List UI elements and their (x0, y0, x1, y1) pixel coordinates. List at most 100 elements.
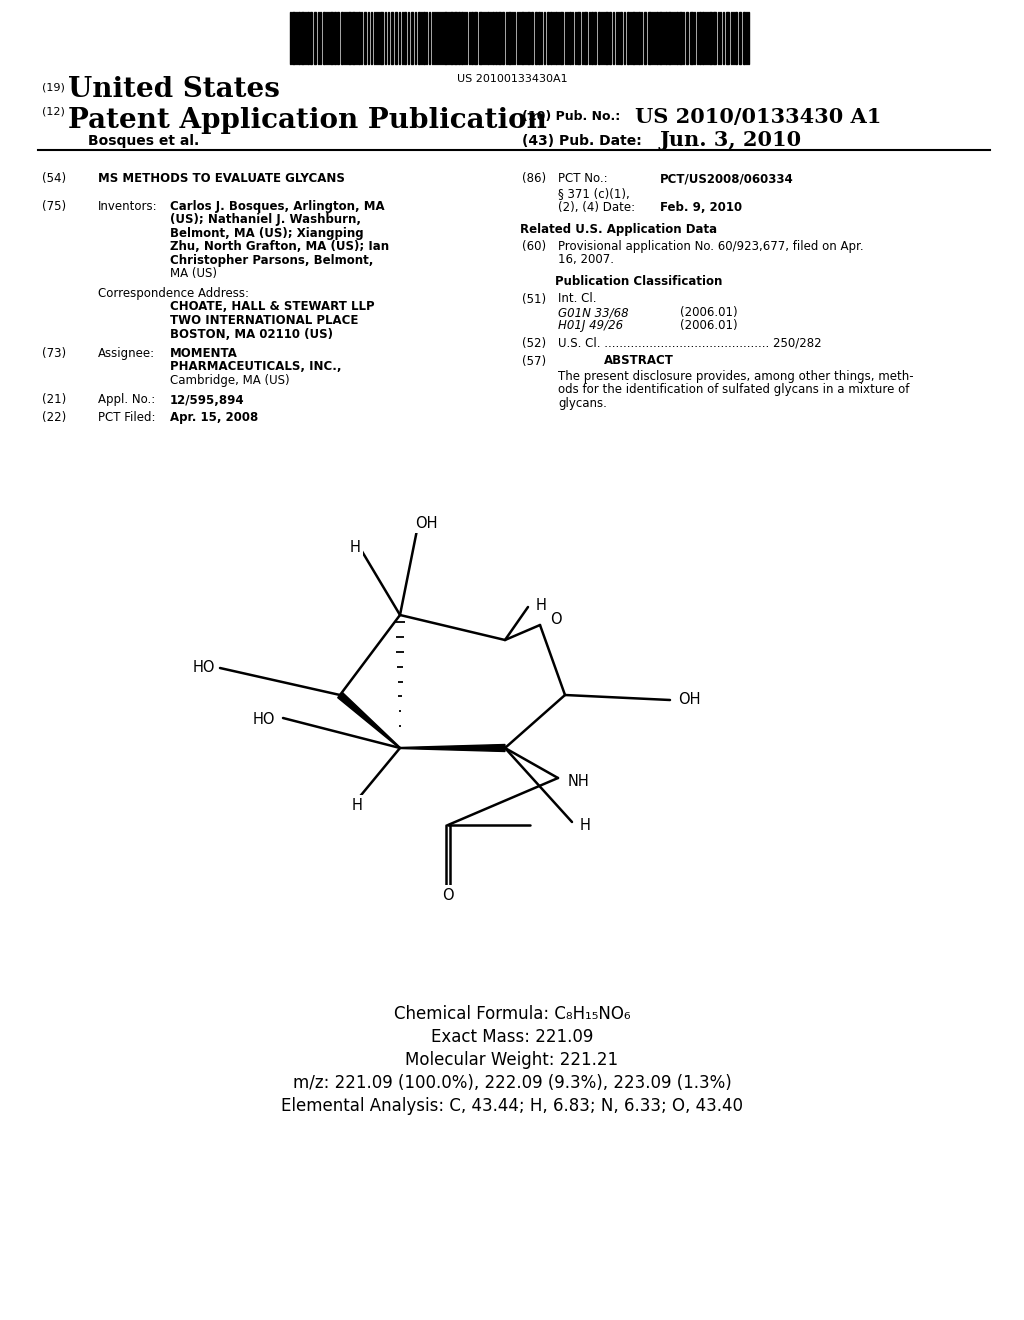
Text: 12/595,894: 12/595,894 (170, 393, 245, 407)
Text: PCT Filed:: PCT Filed: (98, 411, 156, 424)
Text: Provisional application No. 60/923,677, filed on Apr.: Provisional application No. 60/923,677, … (558, 240, 863, 253)
Text: (73): (73) (42, 347, 67, 360)
Bar (569, 12, 571, 63)
Text: Belmont, MA (US); Xiangping: Belmont, MA (US); Xiangping (170, 227, 364, 240)
Bar (323, 12, 325, 63)
Text: ABSTRACT: ABSTRACT (604, 355, 674, 367)
Text: Chemical Formula: C₈H₁₅NO₆: Chemical Formula: C₈H₁₅NO₆ (394, 1005, 630, 1023)
Text: HO: HO (253, 713, 275, 727)
Bar (364, 12, 366, 63)
Text: (86): (86) (522, 172, 546, 185)
Text: CHOATE, HALL & STEWART LLP: CHOATE, HALL & STEWART LLP (170, 301, 375, 314)
Text: (US); Nathaniel J. Washburn,: (US); Nathaniel J. Washburn, (170, 214, 361, 227)
Bar (418, 12, 420, 63)
Text: (2006.01): (2006.01) (680, 306, 737, 319)
Bar (458, 12, 460, 63)
Bar (668, 12, 671, 63)
Text: MA (US): MA (US) (170, 268, 217, 281)
Text: (12): (12) (42, 107, 65, 117)
Bar (527, 12, 530, 63)
Bar (620, 12, 622, 63)
Text: H: H (580, 818, 591, 833)
Bar (584, 12, 587, 63)
Bar (594, 12, 596, 63)
Bar (709, 12, 712, 63)
Text: glycans.: glycans. (558, 397, 607, 411)
Text: (21): (21) (42, 393, 67, 407)
Text: m/z: 221.09 (100.0%), 222.09 (9.3%), 223.09 (1.3%): m/z: 221.09 (100.0%), 222.09 (9.3%), 223… (293, 1074, 731, 1092)
Text: US 2010/0133430 A1: US 2010/0133430 A1 (635, 107, 882, 127)
Bar (555, 12, 557, 63)
Bar (411, 12, 413, 63)
Bar (495, 12, 497, 63)
Text: Correspondence Address:: Correspondence Address: (98, 286, 249, 300)
Bar (337, 12, 339, 63)
Text: The present disclosure provides, among other things, meth-: The present disclosure provides, among o… (558, 370, 913, 383)
Text: BOSTON, MA 02110 (US): BOSTON, MA 02110 (US) (170, 327, 333, 341)
Bar (330, 12, 333, 63)
Bar (358, 12, 360, 63)
Text: Zhu, North Grafton, MA (US); Ian: Zhu, North Grafton, MA (US); Ian (170, 240, 389, 253)
Text: 16, 2007.: 16, 2007. (558, 253, 614, 267)
Text: (2006.01): (2006.01) (680, 319, 737, 333)
Bar (686, 12, 688, 63)
Text: (2), (4) Date:: (2), (4) Date: (558, 201, 635, 214)
Bar (609, 12, 611, 63)
Bar (352, 12, 355, 63)
Bar (535, 12, 537, 63)
Text: OH: OH (678, 693, 700, 708)
Bar (702, 12, 705, 63)
Bar (743, 12, 745, 63)
Bar (560, 12, 563, 63)
Text: G01N 33/68: G01N 33/68 (558, 306, 629, 319)
Text: H: H (349, 540, 360, 556)
Bar (348, 12, 351, 63)
Text: Elemental Analysis: C, 43.44; H, 6.83; N, 6.33; O, 43.40: Elemental Analysis: C, 43.44; H, 6.83; N… (281, 1097, 743, 1115)
Bar (498, 12, 501, 63)
Text: ods for the identification of sulfated glycans in a mixture of: ods for the identification of sulfated g… (558, 384, 909, 396)
Bar (298, 12, 300, 63)
Bar (531, 12, 534, 63)
Bar (423, 12, 425, 63)
Bar (638, 12, 640, 63)
Text: NH: NH (568, 775, 590, 789)
Bar (665, 12, 667, 63)
Bar (713, 12, 716, 63)
Bar (380, 12, 383, 63)
Text: Cambridge, MA (US): Cambridge, MA (US) (170, 374, 290, 387)
Bar (508, 12, 511, 63)
Text: (10) Pub. No.:: (10) Pub. No.: (522, 110, 621, 123)
Bar (735, 12, 737, 63)
Text: PCT No.:: PCT No.: (558, 172, 607, 185)
Bar (690, 12, 693, 63)
Text: § 371 (c)(1),: § 371 (c)(1), (558, 187, 630, 201)
Text: Patent Application Publication: Patent Application Publication (68, 107, 547, 135)
Text: PCT/US2008/060334: PCT/US2008/060334 (660, 172, 794, 185)
Bar (307, 12, 309, 63)
Bar (547, 12, 549, 63)
Text: U.S. Cl. ............................................ 250/282: U.S. Cl. ...............................… (558, 337, 821, 350)
Text: (22): (22) (42, 411, 67, 424)
Text: Molecular Weight: 221.21: Molecular Weight: 221.21 (406, 1051, 618, 1069)
Bar (492, 12, 494, 63)
Bar (479, 12, 482, 63)
Bar (314, 12, 316, 63)
Text: (51): (51) (522, 293, 546, 305)
Bar (659, 12, 662, 63)
Bar (521, 12, 524, 63)
Bar (341, 12, 343, 63)
Bar (699, 12, 701, 63)
Text: Exact Mass: 221.09: Exact Mass: 221.09 (431, 1028, 593, 1045)
Text: Int. Cl.: Int. Cl. (558, 293, 597, 305)
Bar (538, 12, 540, 63)
Bar (471, 12, 473, 63)
Text: MS METHODS TO EVALUATE GLYCANS: MS METHODS TO EVALUATE GLYCANS (98, 172, 345, 185)
Bar (334, 12, 336, 63)
Bar (577, 12, 580, 63)
Text: Christopher Parsons, Belmont,: Christopher Parsons, Belmont, (170, 253, 374, 267)
Bar (726, 12, 729, 63)
Bar (301, 12, 304, 63)
Bar (648, 12, 651, 63)
Bar (474, 12, 477, 63)
Text: Feb. 9, 2010: Feb. 9, 2010 (660, 201, 742, 214)
